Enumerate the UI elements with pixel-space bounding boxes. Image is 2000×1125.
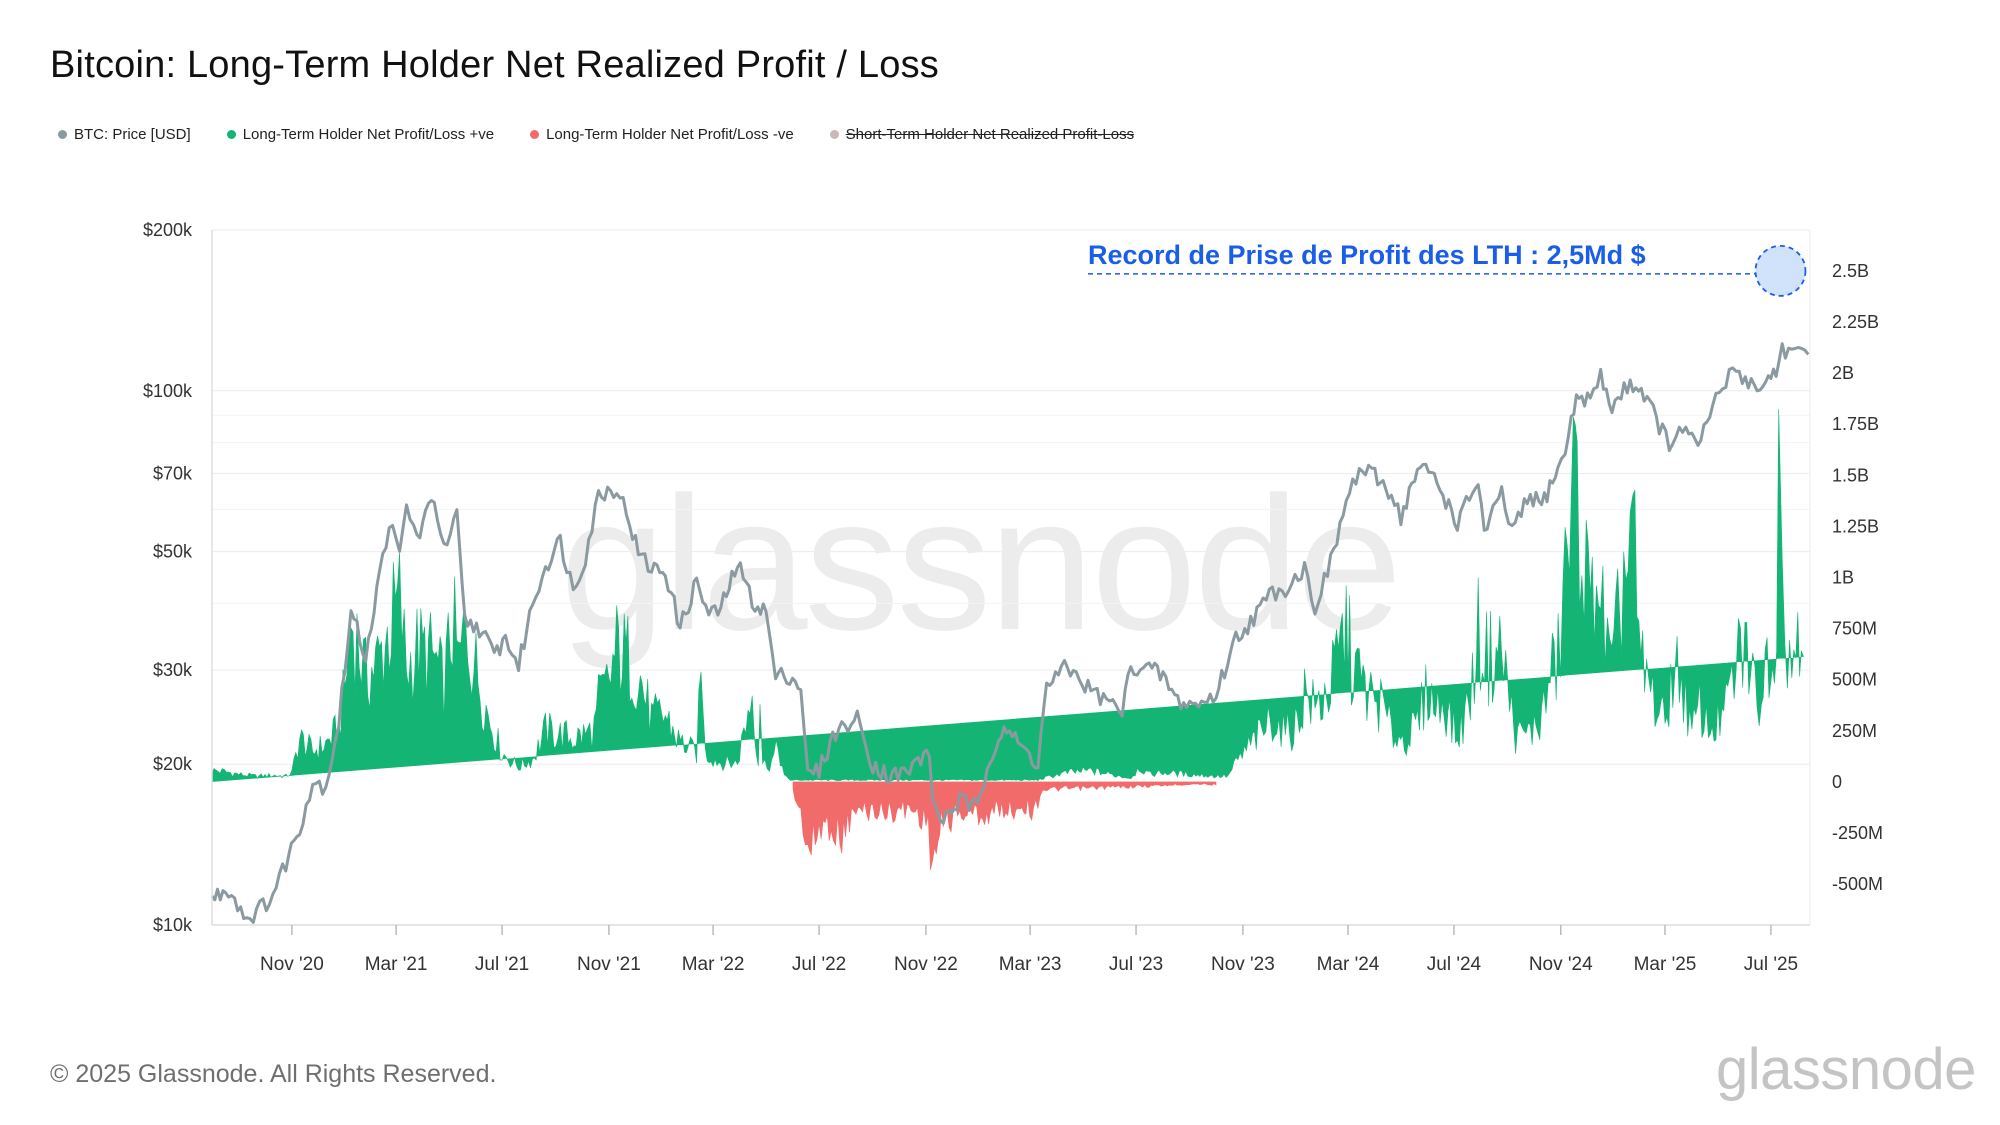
x-tick-label: Jul '21 <box>475 954 529 975</box>
record-highlight-circle <box>1754 244 1807 297</box>
legend: BTC: Price [USD] Long-Term Holder Net Pro… <box>58 126 1170 143</box>
legend-dot-icon <box>226 130 236 139</box>
right-tick-label: 250M <box>1832 721 1877 741</box>
legend-dot-icon <box>829 130 839 139</box>
x-tick-label: Mar '24 <box>1317 954 1380 975</box>
x-tick-label: Jul '25 <box>1744 954 1798 975</box>
left-tick-label: $30k <box>153 660 193 680</box>
left-tick-label: $100k <box>143 381 193 401</box>
right-tick-label: 0 <box>1832 772 1842 792</box>
legend-dot-icon <box>530 130 540 139</box>
left-tick-label: $200k <box>143 220 193 240</box>
x-tick-label: Mar '21 <box>365 954 428 975</box>
btc-price-line <box>210 342 1810 924</box>
right-tick-label: 1.5B <box>1832 465 1869 485</box>
x-tick-label: Jul '22 <box>792 954 846 975</box>
lth-profit-area <box>211 409 1804 782</box>
annotation: Record de Prise de Profit des LTH : 2,5M… <box>1088 240 1807 297</box>
x-tick-label: Nov '23 <box>1211 954 1275 975</box>
legend-item[interactable]: BTC: Price [USD] <box>58 126 191 143</box>
profit-loss-areas <box>211 409 1804 870</box>
chart-title: Bitcoin: Long-Term Holder Net Realized P… <box>50 44 940 86</box>
legend-item[interactable]: Long-Term Holder Net Profit/Loss +ve <box>226 126 495 143</box>
legend-label: Long-Term Holder Net Profit/Loss -ve <box>546 126 794 143</box>
lth-loss-area <box>792 781 1217 870</box>
right-axis: -500M -250M 0 250M 500M 750M 1B 1.25B 1.5B 1.75B 2… <box>1832 261 1883 894</box>
legend-label: BTC: Price [USD] <box>74 126 191 143</box>
right-tick-label: -500M <box>1832 874 1883 894</box>
price-line-group <box>210 342 1810 924</box>
legend-item[interactable]: Short-Term Holder Net Realized Profit-Lo… <box>829 126 1135 143</box>
x-tick-label: Jul '24 <box>1427 954 1482 975</box>
gridlines <box>212 229 1810 926</box>
x-tick-label: Jul '23 <box>1109 954 1163 975</box>
legend-label: Short-Term Holder Net Realized Profit-Lo… <box>845 126 1135 143</box>
brand-logo: glassnode <box>1716 1037 1976 1102</box>
record-annotation-label: Record de Prise de Profit des LTH : 2,5M… <box>1088 240 1646 270</box>
copyright: © 2025 Glassnode. All Rights Reserved. <box>50 1060 497 1088</box>
legend-label: Long-Term Holder Net Profit/Loss +ve <box>242 126 495 143</box>
right-tick-label: 1.75B <box>1832 414 1879 434</box>
left-tick-label: $10k <box>153 915 193 935</box>
right-tick-label: -250M <box>1832 823 1883 843</box>
x-tick-label: Mar '22 <box>682 954 745 975</box>
x-tick-label: Mar '23 <box>999 954 1062 975</box>
plot-frame <box>211 230 1811 926</box>
right-tick-label: 1B <box>1832 568 1854 588</box>
left-tick-label: $50k <box>153 542 193 562</box>
watermark: glassnode <box>560 458 1402 670</box>
x-tick-label: Nov '24 <box>1529 954 1593 975</box>
right-tick-label: 500M <box>1832 670 1877 690</box>
right-tick-label: 2.25B <box>1832 312 1879 332</box>
right-tick-label: 2.5B <box>1832 261 1869 281</box>
right-tick-label: 750M <box>1832 619 1877 639</box>
left-tick-label: $20k <box>153 754 193 774</box>
legend-item[interactable]: Long-Term Holder Net Profit/Loss -ve <box>530 126 794 143</box>
x-tick-label: Mar '25 <box>1634 954 1697 975</box>
legend-dot-icon <box>58 130 67 139</box>
right-tick-label: 1.25B <box>1832 516 1879 536</box>
left-tick-label: $70k <box>153 464 193 484</box>
x-tick-label: Nov '22 <box>894 954 958 975</box>
left-axis: $10k $20k $30k $50k $70k $100k $200k <box>143 220 193 935</box>
x-axis: Nov '20 Mar '21 Jul '21 Nov '21 Mar '22 Jul '… <box>260 925 1798 975</box>
right-tick-label: 2B <box>1832 363 1854 383</box>
x-tick-label: Nov '21 <box>577 954 641 975</box>
x-tick-label: Nov '20 <box>260 954 324 975</box>
